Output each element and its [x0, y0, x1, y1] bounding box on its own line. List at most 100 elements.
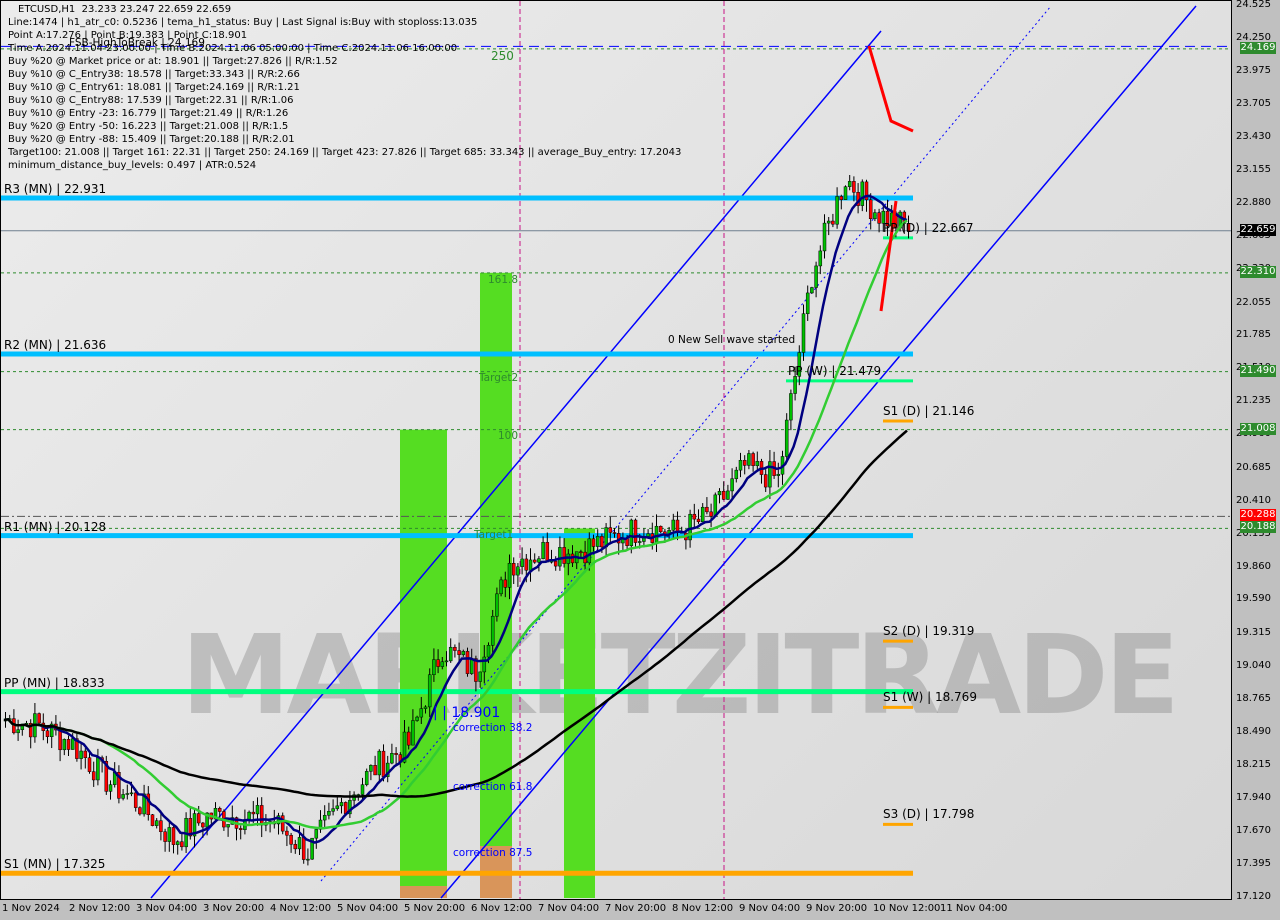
candle-body: [755, 461, 760, 466]
candle-body: [280, 815, 285, 832]
candle-body: [801, 313, 806, 353]
y-tick: 17.940: [1236, 792, 1271, 804]
candle-body: [360, 784, 365, 795]
candle-body: [537, 558, 541, 563]
candle-body: [310, 837, 314, 860]
pivot-label: S1 (D) | 21.146: [883, 404, 975, 419]
candle-body: [167, 827, 172, 842]
pivot-label: S2 (D) | 19.319: [883, 624, 975, 639]
candle-body: [373, 765, 377, 776]
candle-body: [171, 827, 176, 845]
candle-body: [45, 730, 50, 738]
y-tick: 19.860: [1236, 560, 1271, 572]
candle-body: [238, 828, 243, 830]
candle-body: [490, 615, 495, 646]
pivot-label: PP (D) | 22.667: [883, 220, 974, 235]
candle-body: [852, 181, 856, 193]
candle-body: [831, 220, 835, 225]
candle-body: [108, 784, 113, 792]
y-tick: 20.685: [1236, 461, 1271, 473]
candle-body: [721, 491, 726, 500]
candle-body: [159, 820, 163, 832]
candle-body: [726, 490, 730, 500]
candle-body: [75, 738, 79, 759]
candle-body: [390, 753, 394, 764]
fib-100: 100: [498, 430, 519, 442]
info-line: Buy %20 @ Entry -50: 16.223 || Target:21…: [8, 121, 289, 132]
candle-body: [776, 473, 781, 476]
candle-body: [482, 656, 487, 673]
candle-body: [175, 841, 180, 845]
x-tick: 1 Nov 2024: [2, 903, 60, 914]
candle-body: [629, 519, 634, 546]
candle-body: [633, 519, 638, 543]
info-line: Point A:17.276 | Point B:19.383 | Point …: [8, 30, 248, 41]
x-tick: 10 Nov 12:00: [873, 903, 941, 914]
candle-body: [873, 212, 877, 220]
y-tick: 19.315: [1236, 626, 1271, 638]
candle-body: [528, 559, 533, 571]
candle-body: [381, 750, 386, 777]
y-tick: 17.670: [1236, 824, 1271, 836]
candle-body: [285, 830, 289, 836]
y-tick: 21.785: [1236, 329, 1271, 341]
y-tick: 19.590: [1236, 593, 1271, 605]
candle-body: [322, 815, 327, 821]
candle-body: [163, 831, 167, 842]
candle-body: [595, 536, 600, 547]
candle-body: [860, 181, 865, 206]
y-tick: 22.605: [1236, 230, 1271, 242]
candle-body: [188, 818, 193, 837]
info-line: Buy %20 @ Market price or at: 18.901 || …: [8, 56, 338, 67]
candle-body: [637, 541, 642, 543]
candle-body: [789, 393, 793, 421]
info-line: Line:1474 | h1_atr_c0: 0.5236 | tema_h1_…: [8, 17, 478, 28]
candle-body: [327, 811, 331, 816]
candle-body: [16, 729, 20, 734]
candle-body: [608, 527, 613, 533]
candle-body: [335, 805, 340, 809]
candle-body: [453, 646, 457, 651]
candle-body: [700, 506, 705, 523]
candle-body: [486, 645, 491, 658]
fib-161: 161.8: [488, 274, 519, 286]
y-tick: 20.410: [1236, 494, 1271, 506]
candle-body: [259, 805, 264, 826]
candle-body: [385, 762, 390, 777]
candle-body: [87, 757, 92, 772]
y-tick: 18.215: [1236, 759, 1271, 771]
x-tick: 4 Nov 12:00: [270, 903, 332, 914]
pivot-label: R1 (MN) | 20.128: [4, 519, 107, 534]
y-tick: 24.250: [1236, 32, 1271, 44]
candle-body: [688, 513, 692, 541]
candle-body: [864, 181, 869, 201]
candle-body: [142, 793, 146, 815]
chart-svg: [1, 1, 1231, 899]
candle-body: [587, 538, 592, 564]
pivot-label: R3 (MN) | 22.931: [4, 182, 107, 196]
price-tag: 22.659: [1240, 223, 1276, 236]
candle-body: [91, 771, 96, 781]
fib-250: 250: [491, 49, 514, 63]
candle-body: [877, 212, 881, 224]
sell-wave-line: [867, 45, 914, 133]
fsb-label: FSB-HighToBreak | 24.169: [69, 37, 205, 49]
info-line: Buy %20 @ Entry -88: 15.409 || Target:20…: [8, 134, 295, 145]
info-line: Time A:2024.11.04 23:00:00 | Time B:2024…: [8, 43, 458, 54]
candle-body: [532, 559, 537, 563]
channel-upper: [150, 30, 882, 899]
candle-body: [847, 181, 852, 187]
candle-body: [213, 808, 218, 820]
ma-mid-line: [3, 219, 908, 830]
candle-body: [150, 814, 155, 826]
chart-area[interactable]: MARKETZITRADE ETCUSD,H1 23.233 23.247 22…: [0, 0, 1232, 900]
candle-body: [331, 808, 335, 812]
x-tick: 11 Nov 04:00: [940, 903, 1008, 914]
candle-body: [314, 829, 319, 839]
candle-body: [709, 511, 713, 517]
price-tag: 22.310: [1240, 265, 1276, 278]
candle-body: [654, 525, 659, 543]
y-tick: 21.235: [1236, 395, 1271, 407]
candle-body: [826, 220, 831, 224]
candle-body: [306, 858, 310, 861]
